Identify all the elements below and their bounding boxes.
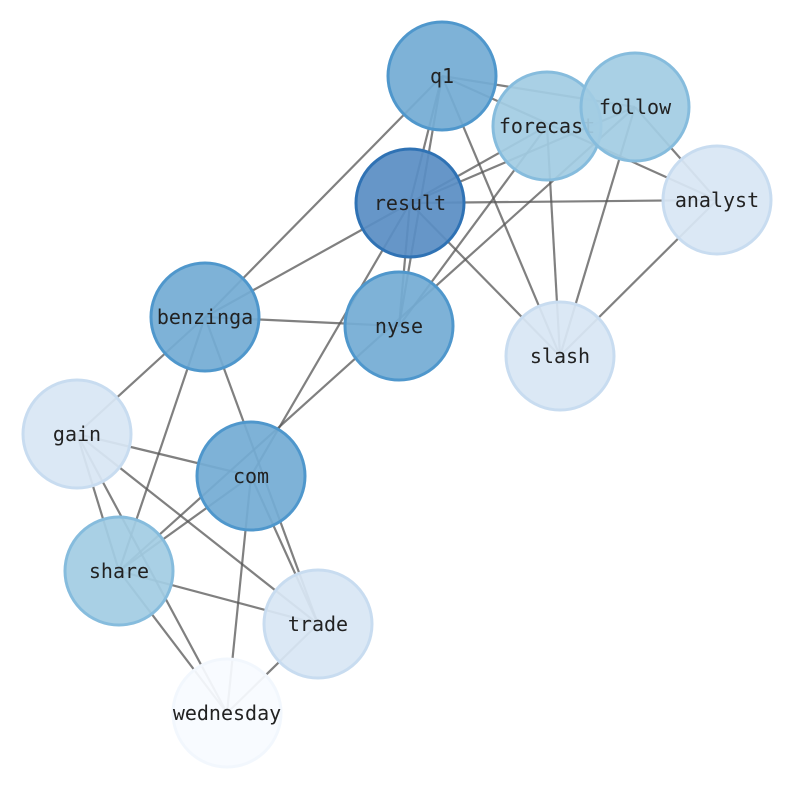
node-benzinga: benzinga [149,261,261,373]
node-circle [262,568,374,680]
node-label: follow [599,95,672,119]
node-com: com [195,420,307,532]
node-trade: trade [262,568,374,680]
node-label: trade [288,612,348,636]
node-nyse: nyse [343,270,455,382]
node-share: share [63,515,175,627]
node-label: gain [53,422,101,446]
node-circle [504,300,616,412]
node-label: benzinga [157,305,253,329]
node-label: nyse [375,314,423,338]
node-follow: follow [579,51,691,163]
node-circle [386,20,498,132]
node-circle [579,51,691,163]
node-analyst: analyst [661,144,773,256]
node-label: slash [530,344,590,368]
node-circle [149,261,261,373]
node-circle [661,144,773,256]
node-gain: gain [21,378,133,490]
edge-q1-benzinga [204,75,443,318]
node-label: q1 [430,64,454,88]
node-label: result [374,191,446,215]
node-forecast: forecast [491,70,603,182]
node-label: share [89,559,149,583]
node-result: result [354,147,466,259]
node-label: wednesday [173,701,281,725]
node-circle [63,515,175,627]
node-circle [171,657,283,769]
node-wednesday: wednesday [171,657,283,769]
node-label: forecast [499,114,595,138]
node-label: analyst [675,188,759,212]
node-circle [21,378,133,490]
node-circle [343,270,455,382]
node-circle [195,420,307,532]
node-label: com [233,464,269,488]
node-q1: q1 [386,20,498,132]
node-slash: slash [504,300,616,412]
node-circle [354,147,466,259]
